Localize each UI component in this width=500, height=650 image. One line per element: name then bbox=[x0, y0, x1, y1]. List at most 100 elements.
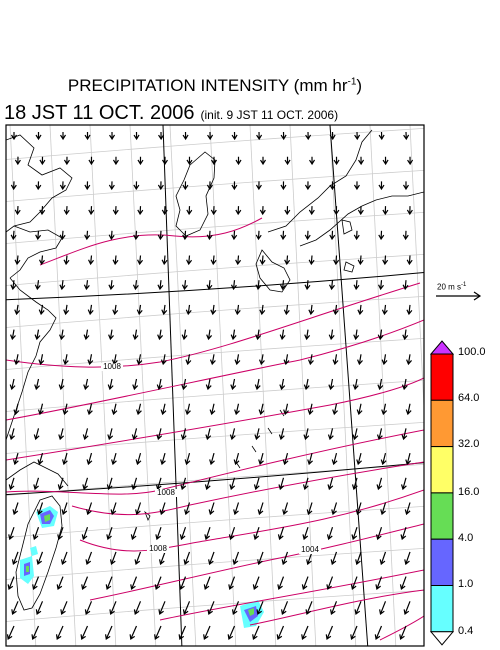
wind-arrow bbox=[283, 403, 289, 416]
wind-arrow bbox=[307, 354, 314, 366]
wind-arrow bbox=[228, 576, 236, 591]
wind-arrow bbox=[84, 601, 93, 616]
wind-scale-text: 20 m s bbox=[437, 282, 462, 292]
isobar-label: 1008 bbox=[157, 488, 175, 497]
wind-arrow bbox=[280, 131, 287, 141]
isobar-label: 1004 bbox=[301, 545, 319, 554]
wind-arrow bbox=[63, 255, 70, 266]
wind-arrow bbox=[302, 527, 309, 541]
isobar-line bbox=[6, 282, 421, 368]
wind-arrow bbox=[235, 156, 242, 166]
wind-arrow bbox=[307, 452, 313, 466]
wind-arrow bbox=[279, 329, 286, 341]
major-parallel bbox=[6, 272, 424, 301]
wind-arrow bbox=[161, 206, 168, 216]
wind-arrow bbox=[210, 206, 217, 216]
coastline bbox=[255, 249, 291, 293]
grid-meridian bbox=[249, 125, 277, 646]
wind-arrow bbox=[304, 230, 311, 241]
wind-arrow bbox=[9, 378, 16, 391]
wind-arrow bbox=[81, 576, 89, 591]
wind-arrow bbox=[11, 601, 19, 616]
wind-arrow bbox=[37, 403, 44, 416]
wind-arrow bbox=[402, 329, 409, 341]
wind-arrow bbox=[131, 428, 138, 441]
wind-arrow bbox=[83, 280, 90, 291]
wind-arrow bbox=[328, 378, 335, 391]
isobar-line bbox=[6, 429, 424, 495]
wind-arrow bbox=[230, 378, 237, 391]
wind-arrow bbox=[207, 131, 214, 141]
map-frame bbox=[5, 124, 425, 647]
wind-arrow bbox=[133, 181, 140, 191]
wind-arrow bbox=[404, 502, 411, 516]
wind-arrow bbox=[185, 304, 192, 316]
wind-arrow bbox=[232, 551, 240, 566]
wind-arrow bbox=[378, 131, 385, 141]
wind-arrow bbox=[157, 280, 164, 291]
colorbar-label-0-4: 0.4 bbox=[458, 625, 474, 637]
wind-arrow bbox=[136, 304, 143, 316]
wind-arrow bbox=[39, 206, 46, 216]
isobar-label-bg bbox=[299, 546, 321, 554]
wind-arrow bbox=[253, 527, 260, 541]
wind-arrow bbox=[258, 354, 265, 366]
wind-arrow bbox=[10, 329, 16, 341]
wind-arrow bbox=[106, 527, 113, 541]
wind-arrow bbox=[355, 551, 362, 566]
wind-arrow bbox=[36, 551, 44, 566]
coastline bbox=[343, 261, 355, 273]
wind-arrow bbox=[135, 452, 142, 466]
wind-arrow bbox=[111, 403, 118, 416]
wind-arrow bbox=[86, 403, 93, 416]
grid-meridian bbox=[289, 125, 317, 646]
wind-arrow bbox=[209, 452, 215, 466]
wind-arrow bbox=[129, 625, 138, 641]
grid-meridian bbox=[169, 125, 197, 646]
coastline bbox=[6, 134, 73, 233]
wind-arrow bbox=[105, 576, 113, 591]
wind-arrow bbox=[8, 477, 15, 491]
wind-arrow bbox=[332, 354, 339, 366]
wind-arrow bbox=[379, 601, 387, 616]
wind-arrow bbox=[32, 526, 40, 541]
wind-arrow bbox=[60, 551, 68, 566]
colorbar-label-32: 32.0 bbox=[458, 438, 480, 450]
wind-arrow bbox=[333, 206, 340, 216]
wind-arrow bbox=[210, 156, 218, 166]
wind-arrow bbox=[157, 329, 164, 341]
wind-arrow bbox=[354, 131, 361, 141]
wind-arrow bbox=[109, 551, 117, 566]
wind-arrow bbox=[399, 576, 407, 591]
wind-arrow bbox=[378, 280, 385, 291]
wind-arrow bbox=[10, 230, 17, 241]
wind-arrow bbox=[34, 378, 41, 391]
wind-arrow bbox=[137, 255, 144, 266]
wind-arrow bbox=[108, 181, 115, 191]
coastline bbox=[235, 409, 285, 469]
wind-arrow bbox=[112, 255, 119, 266]
wind-arrow bbox=[206, 230, 213, 241]
wind-arrow bbox=[283, 304, 290, 316]
wind-arrow bbox=[179, 576, 187, 591]
wind-scale-exponent: -1 bbox=[461, 282, 467, 288]
wind-arrow bbox=[380, 502, 387, 516]
wind-arrow bbox=[161, 156, 168, 166]
wind-arrow bbox=[60, 601, 68, 616]
wind-arrow bbox=[353, 230, 360, 241]
wind-arrow bbox=[230, 329, 237, 341]
wind-arrow bbox=[137, 156, 144, 166]
wind-arrow bbox=[59, 280, 66, 291]
wind-arrow bbox=[86, 452, 93, 466]
wind-arrow bbox=[279, 378, 286, 391]
precipitation-area bbox=[248, 608, 254, 616]
wind-arrow bbox=[9, 428, 16, 441]
wind-arrow bbox=[110, 502, 117, 516]
wind-arrow bbox=[210, 304, 217, 316]
wind-arrow bbox=[405, 452, 412, 466]
wind-arrow bbox=[382, 206, 389, 216]
wind-arrow bbox=[325, 625, 334, 641]
wind-arrow bbox=[252, 625, 260, 641]
wind-arrow bbox=[303, 378, 310, 391]
